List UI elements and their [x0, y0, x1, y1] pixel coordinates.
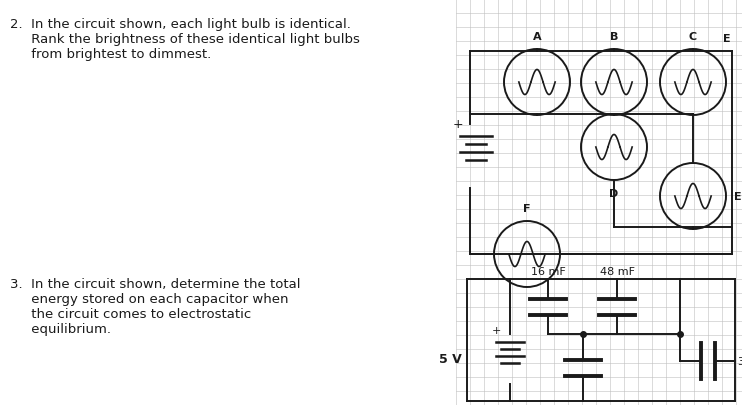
Text: from brightest to dimmest.: from brightest to dimmest.: [10, 48, 211, 61]
Text: A: A: [533, 32, 542, 42]
Text: B: B: [610, 32, 618, 42]
Text: E: E: [723, 34, 731, 44]
Text: 2.  In the circuit shown, each light bulb is identical.: 2. In the circuit shown, each light bulb…: [10, 18, 351, 31]
Text: Rank the brightness of these identical light bulbs: Rank the brightness of these identical l…: [10, 33, 360, 46]
Text: C: C: [689, 32, 697, 42]
Text: 8 mF: 8 mF: [569, 404, 597, 405]
Text: 5 V: 5 V: [439, 353, 462, 366]
Text: +: +: [453, 118, 463, 131]
Text: energy stored on each capacitor when: energy stored on each capacitor when: [10, 292, 289, 305]
Text: 3.  In the circuit shown, determine the total: 3. In the circuit shown, determine the t…: [10, 277, 301, 290]
Text: 48 mF: 48 mF: [600, 266, 634, 276]
Text: E: E: [734, 192, 741, 202]
Text: 16 mF: 16 mF: [531, 266, 565, 276]
Text: the circuit comes to electrostatic: the circuit comes to electrostatic: [10, 307, 252, 320]
Text: 30 mF: 30 mF: [738, 356, 742, 366]
Text: equilibrium.: equilibrium.: [10, 322, 111, 335]
Text: +: +: [491, 325, 501, 335]
Text: D: D: [609, 189, 619, 198]
Text: F: F: [523, 203, 531, 213]
